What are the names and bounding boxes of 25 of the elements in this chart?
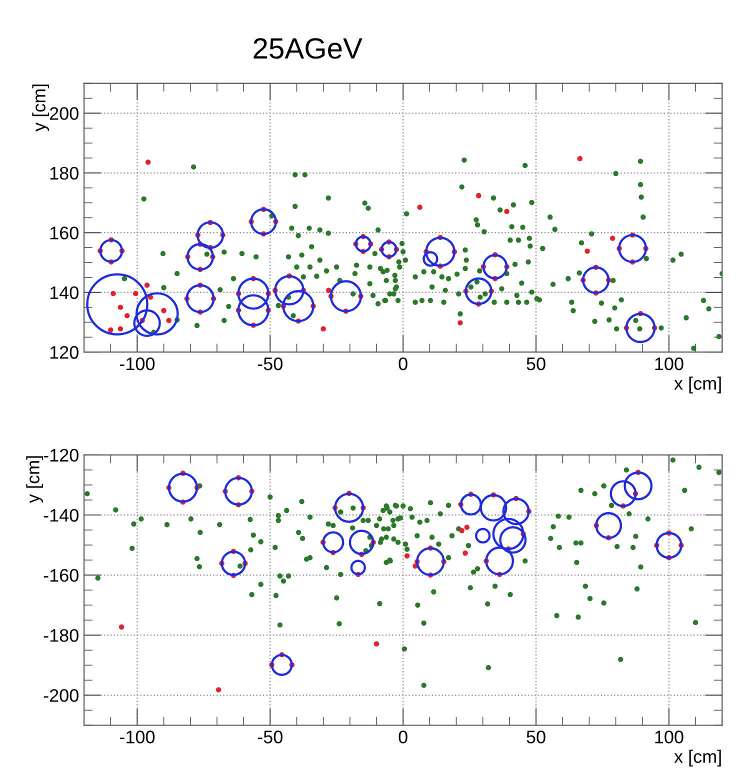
y-tick-label: 160 <box>50 226 78 240</box>
x-tick-label: 0 <box>398 730 408 744</box>
y-tick-label: 180 <box>50 166 78 180</box>
y-tick-label: -140 <box>44 508 78 522</box>
y-tick-label: 120 <box>50 346 78 359</box>
x-tick-label: 100 <box>655 730 684 744</box>
y-tick-label: -120 <box>44 448 78 462</box>
x-tick-label: -50 <box>258 730 282 744</box>
x-tick-label: 50 <box>526 730 546 744</box>
x-tick-label: -50 <box>258 357 282 370</box>
y-tick-label: -200 <box>44 689 78 702</box>
y-axis-title: y [cm] <box>32 84 50 132</box>
y-tick-label: -180 <box>44 629 78 642</box>
x-tick-label: 100 <box>655 357 684 370</box>
y-tick-label: -160 <box>44 569 78 582</box>
y-tick-label: 200 <box>50 107 78 120</box>
x-tick-label: -100 <box>120 730 155 744</box>
y-tick-label: 140 <box>50 286 78 300</box>
x-tick-label: 50 <box>526 357 546 370</box>
y-axis-title: y [cm] <box>26 456 44 504</box>
x-tick-label: -100 <box>120 357 155 370</box>
x-tick-label: 0 <box>398 357 408 370</box>
chart-title: 25AGeV <box>254 38 362 59</box>
x-axis-title: x [cm] <box>674 376 721 394</box>
x-axis-title: x [cm] <box>674 750 721 767</box>
